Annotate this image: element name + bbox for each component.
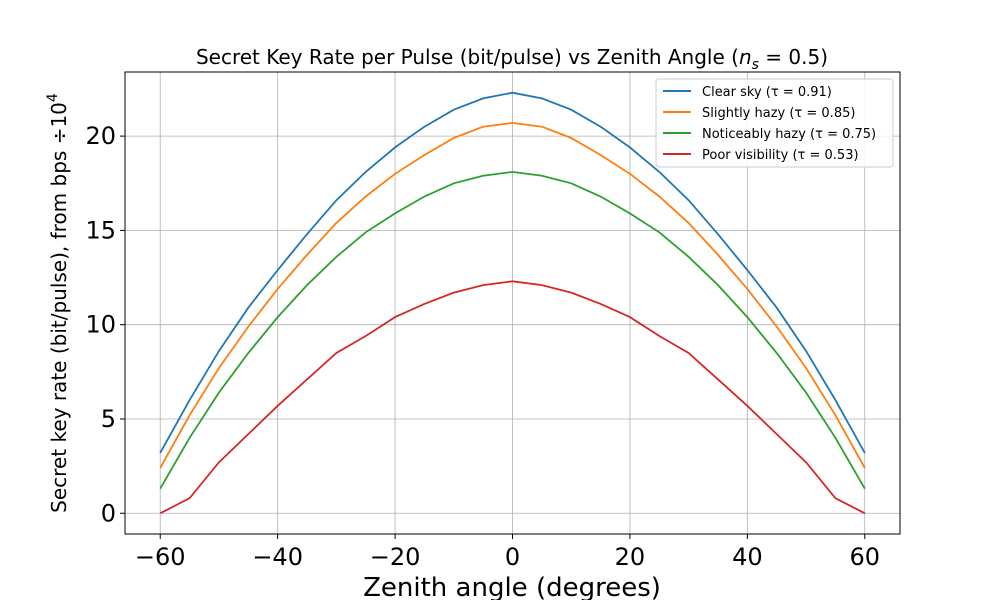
x-tick-label: −20: [370, 543, 421, 571]
y-tick-label: 0: [101, 499, 116, 527]
y-tick-label: 15: [85, 216, 116, 244]
x-axis: −60 −40 −20 0 20 40 60: [135, 534, 880, 571]
series-line-2: [159, 121, 866, 469]
legend: Clear sky (τ = 0.91) Slightly hazy (τ = 0…: [655, 78, 894, 168]
y-tick-label: 20: [85, 122, 116, 150]
x-axis-label: Zenith angle (degrees): [363, 573, 661, 600]
legend-label: Slightly hazy (τ = 0.85): [702, 106, 855, 121]
x-tick-label: 0: [505, 543, 520, 571]
y-tick-label: 10: [85, 311, 116, 339]
series-line-3: [159, 170, 866, 490]
x-tick-label: 60: [849, 543, 880, 571]
x-tick-label: 40: [732, 543, 763, 571]
y-axis: 0 5 10 15 20: [85, 122, 125, 527]
series-lines: [159, 91, 866, 515]
series-line-4: [159, 280, 866, 515]
y-tick-label: 5: [101, 405, 116, 433]
x-tick-label: −40: [252, 543, 303, 571]
x-tick-label: −60: [135, 543, 186, 571]
series-line-1: [159, 91, 866, 454]
legend-box: [655, 78, 894, 168]
legend-label: Clear sky (τ = 0.91): [702, 85, 832, 100]
legend-label: Noticeably hazy (τ = 0.75): [702, 127, 876, 142]
x-tick-label: 20: [615, 543, 646, 571]
chart-title: Secret Key Rate per Pulse (bit/pulse) vs…: [196, 45, 828, 73]
y-axis-label: Secret key rate (bit/pulse), from bps ÷1…: [45, 93, 71, 513]
legend-label: Poor visibility (τ = 0.53): [702, 148, 859, 163]
